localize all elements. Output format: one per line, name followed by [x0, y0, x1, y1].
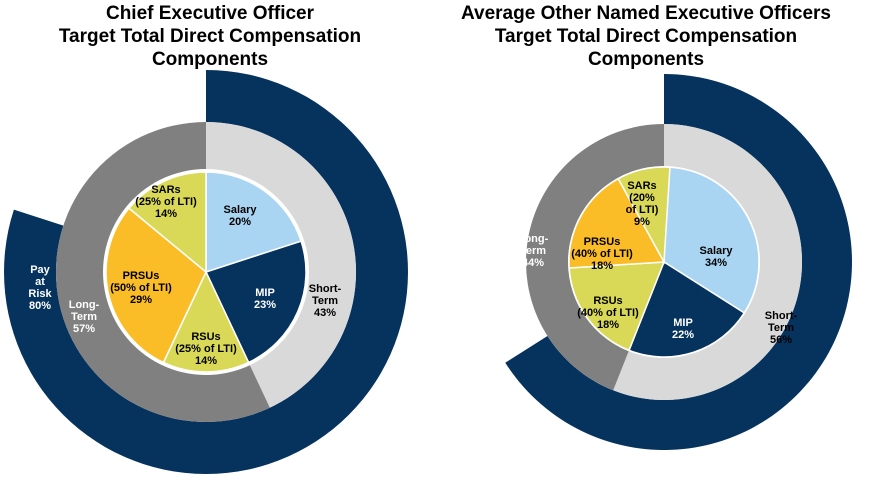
ceo-middle-long-label-line: 57% [73, 323, 95, 335]
neo-inner-sars-label-line: (20% [629, 192, 655, 204]
ceo-middle-short-label-line: 43% [314, 307, 336, 319]
ceo-outer-pay-label-line: 80% [29, 300, 51, 312]
ceo-inner-mip-slice [204, 240, 307, 364]
ceo-middle-long-label: Long-Term 57% [69, 299, 100, 335]
ceo-inner-rsus-label-line: 14% [195, 355, 217, 367]
neo-outer-pay-at-label-line: Risk [481, 274, 505, 286]
ceo-inner-prsus-label-line: 29% [130, 294, 152, 306]
neo-donut-chart: Pay at Risk 66%Short-Term 56%Long-Term 44%Sa… [477, 74, 853, 451]
neo-inner-mip-label-line: 22% [672, 329, 694, 341]
neo-inner-sars-label-line: SARs [627, 180, 656, 192]
ceo-middle-short-label-line: Term [312, 295, 338, 307]
neo-title-line-3: Components [587, 49, 705, 70]
ceo-middle-long-label-line: Long- [69, 299, 100, 311]
ceo-inner-rsus-label-line: (25% of LTI) [175, 343, 237, 355]
neo-middle-short-label: Short-Term 56% [765, 310, 798, 346]
neo-inner-prsus-slice [568, 177, 666, 269]
ceo-inner-salary-slice [205, 171, 303, 274]
neo-outer-pay-at-label: Pay at Risk 66% [477, 262, 510, 298]
neo-middle-short-label-line: 56% [770, 334, 792, 346]
ceo-inner-salary-label: Salary 20% [223, 204, 257, 228]
ceo-inner-prsus-label-line: (50% of LTI) [110, 282, 172, 294]
ceo-title-line-3: Components [151, 49, 269, 70]
ceo-chart: Chief Executive Officer Target Total Dir… [0, 2, 420, 475]
ceo-chart-title: Chief Executive Officer Target Total Dir… [0, 2, 420, 71]
neo-middle-long-slice [525, 124, 664, 391]
neo-title-line-2: Target Total Direct Compensation [494, 26, 798, 47]
neo-inner-sars-label: SARs (20% of LTI) 9% [626, 180, 659, 228]
neo-outer-pay-at-label-line: Pay at [477, 262, 510, 274]
neo-inner-rsus-label-line: 18% [597, 319, 619, 331]
neo-inner-sars-slice [617, 166, 671, 265]
neo-inner-rsus-label: RSUs (40% of LTI) 18% [577, 295, 639, 331]
ceo-inner-mip-label: MIP 23% [254, 287, 276, 311]
neo-inner-prsus-label: PRSUs (40% of LTI) 18% [571, 236, 633, 272]
neo-middle-long-label-line: Term [520, 245, 546, 257]
neo-inner-salary-label: Salary 34% [699, 245, 733, 269]
ceo-inner-sars-label-line: SARs [151, 184, 180, 196]
neo-chart-title: Average Other Named Executive Officers T… [436, 2, 856, 71]
neo-inner-prsus-label-line: PRSUs [584, 236, 621, 248]
ceo-inner-salary-label-line: 20% [229, 216, 251, 228]
ceo-inner-sars-label: SARs (25% of LTI) 14% [135, 184, 197, 220]
neo-chart: Average Other Named Executive Officers T… [436, 0, 872, 478]
ceo-middle-short-slice [206, 122, 356, 408]
ceo-donut-chart: Pay at Risk 80%Short-Term 43%Long-Term 57%Sal… [4, 70, 409, 475]
ceo-middle-short-label-line: Short- [309, 283, 342, 295]
neo-outer-pay-at-label-line: 66% [482, 286, 504, 298]
ceo-inner-rsus-label-line: RSUs [191, 331, 220, 343]
ceo-title-line-1: Chief Executive Officer [105, 3, 315, 24]
neo-inner-salary-label-line: Salary [699, 245, 733, 257]
ceo-middle-short-label: Short-Term 43% [309, 283, 342, 319]
neo-title-line-1: Average Other Named Executive Officers [461, 3, 831, 24]
ceo-inner-rsus-label: RSUs (25% of LTI) 14% [175, 331, 237, 367]
ceo-middle-long-label-line: Term [71, 311, 97, 323]
ceo-outer-pay-label-line: Risk [28, 288, 52, 300]
neo-middle-short-label-line: Term [768, 322, 794, 334]
ceo-outer-pay-label-line: Pay [30, 264, 50, 276]
ceo-outer-pay-label: Pay at Risk 80% [28, 264, 52, 312]
neo-inner-rsus-label-line: RSUs [593, 295, 622, 307]
neo-outer-pay-at-slice [505, 74, 853, 451]
neo-inner-mip-label-line: MIP [673, 317, 693, 329]
ceo-inner-salary-label-line: Salary [223, 204, 257, 216]
ceo-inner-sars-label-line: (25% of LTI) [135, 196, 197, 208]
neo-inner-salary-label-line: 34% [705, 257, 727, 269]
neo-inner-prsus-label-line: (40% of LTI) [571, 248, 633, 260]
ceo-inner-prsus-slice [105, 207, 207, 364]
neo-middle-short-label-line: Short- [765, 310, 798, 322]
ceo-inner-mip-label-line: 23% [254, 299, 276, 311]
ceo-title-line-2: Target Total Direct Compensation [58, 26, 362, 47]
neo-inner-rsus-slice [568, 261, 666, 352]
neo-middle-long-label: Long-Term 44% [518, 233, 549, 269]
ceo-inner-rsus-slice [162, 270, 250, 373]
ceo-inner-sars-slice [127, 171, 207, 274]
neo-middle-short-slice [613, 124, 802, 400]
neo-inner-sars-label-line: of LTI) [626, 204, 659, 216]
neo-inner-sars-label-line: 9% [634, 216, 650, 228]
ceo-inner-mip-label-line: MIP [255, 287, 275, 299]
neo-inner-prsus-label-line: 18% [591, 260, 613, 272]
neo-inner-mip-label: MIP 22% [672, 317, 694, 341]
ceo-inner-sars-label-line: 14% [155, 208, 177, 220]
neo-inner-rsus-label-line: (40% of LTI) [577, 307, 639, 319]
ceo-outer-pay-label-line: at [35, 276, 45, 288]
ceo-inner-prsus-label-line: PRSUs [123, 270, 160, 282]
ceo-middle-long-slice [55, 121, 270, 422]
neo-middle-long-label-line: 44% [522, 257, 544, 269]
neo-inner-mip-slice [628, 260, 746, 358]
neo-middle-long-label-line: Long- [518, 233, 549, 245]
ceo-inner-prsus-label: PRSUs (50% of LTI) 29% [110, 270, 172, 306]
